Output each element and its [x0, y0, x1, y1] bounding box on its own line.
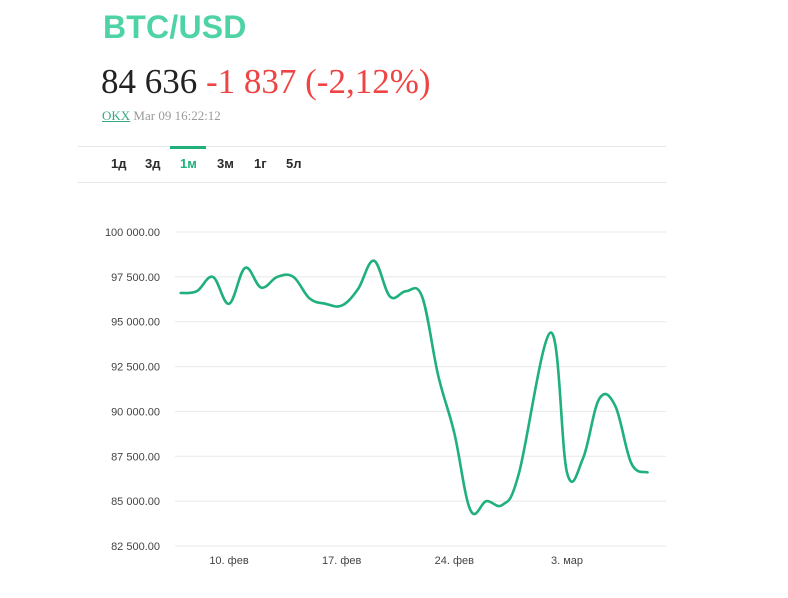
- y-tick-label: 92 500.00: [111, 362, 160, 374]
- y-tick-label: 87 500.00: [111, 451, 160, 463]
- tab-3m[interactable]: 3м: [217, 156, 234, 171]
- period-tabs: 1д 3д 1м 3м 1г 5л: [78, 146, 666, 183]
- y-tick-label: 97 500.00: [111, 272, 160, 284]
- price-change-percent: (-2,12%): [305, 62, 431, 101]
- tab-1y[interactable]: 1г: [254, 156, 267, 171]
- quote-timestamp: Mar 09 16:22:12: [133, 108, 221, 123]
- current-price: 84 636: [101, 62, 198, 101]
- y-tick-label: 100 000.00: [105, 227, 160, 239]
- tab-1d[interactable]: 1д: [111, 156, 127, 171]
- y-tick-label: 90 000.00: [111, 406, 160, 418]
- x-tick-label: 3. мар: [551, 555, 583, 567]
- tab-5y[interactable]: 5л: [286, 156, 302, 171]
- quote-line: 84 636 -1 837 (-2,12%): [101, 60, 431, 104]
- x-tick-label: 10. фев: [209, 555, 249, 567]
- y-tick-label: 82 500.00: [111, 541, 160, 553]
- exchange-link[interactable]: OKX: [102, 108, 131, 123]
- y-tick-label: 85 000.00: [111, 496, 160, 508]
- price-line: [179, 259, 649, 516]
- pair-title: BTC/USD: [103, 9, 247, 45]
- y-tick-label: 95 000.00: [111, 317, 160, 329]
- x-tick-label: 17. фев: [322, 555, 362, 567]
- tab-3d[interactable]: 3д: [145, 156, 161, 171]
- active-tab-indicator: [170, 146, 206, 149]
- price-change: -1 837: [206, 62, 297, 101]
- tab-1m[interactable]: 1м: [180, 156, 197, 171]
- quote-meta: OKX Mar 09 16:22:12: [102, 108, 221, 124]
- x-tick-label: 24. фев: [435, 555, 475, 567]
